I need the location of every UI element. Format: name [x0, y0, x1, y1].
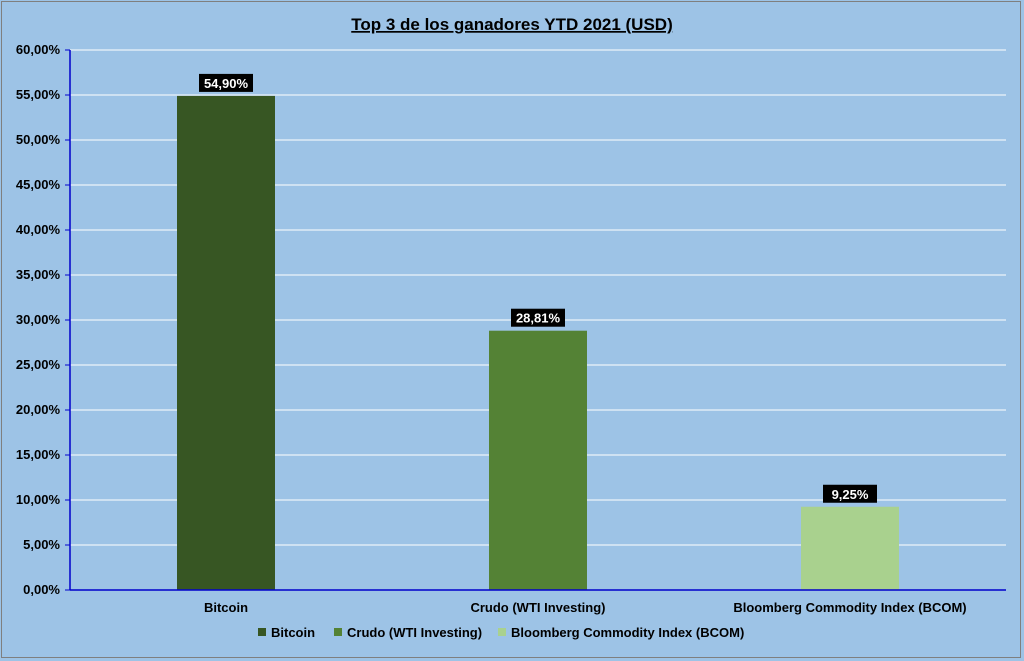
- x-category-label: Bitcoin: [204, 600, 248, 615]
- y-tick-label: 25,00%: [16, 357, 61, 372]
- bar-1: [177, 95, 275, 591]
- y-tick-label: 10,00%: [16, 492, 61, 507]
- data-label: 54,90%: [204, 76, 249, 91]
- x-axis-categories: Bitcoin Crudo (WTI Investing) Bloomberg Co…: [204, 600, 967, 615]
- axes: [69, 50, 1006, 591]
- legend-label: Bitcoin: [271, 625, 315, 640]
- y-tick-label: 45,00%: [16, 177, 61, 192]
- data-label-background: [823, 484, 877, 503]
- y-tick-label: 55,00%: [16, 87, 61, 102]
- data-label: 9,25%: [832, 487, 869, 502]
- legend-swatch: [258, 628, 266, 636]
- data-label: 28,81%: [516, 311, 561, 326]
- y-tick-label: 0,00%: [23, 582, 60, 597]
- legend-swatch: [334, 628, 342, 636]
- data-labels: 54,90% 28,81% 9,25%: [199, 73, 877, 503]
- legend: Bitcoin Crudo (WTI Investing) Bloomberg Co…: [258, 625, 744, 640]
- y-tick-label: 20,00%: [16, 402, 61, 417]
- bar-2: [489, 330, 587, 590]
- x-category-label: Bloomberg Commodity Index (BCOM): [733, 600, 966, 615]
- y-tick-label: 50,00%: [16, 132, 61, 147]
- data-label-background: [199, 73, 253, 92]
- x-category-label: Crudo (WTI Investing): [470, 600, 605, 615]
- legend-label: Crudo (WTI Investing): [347, 625, 482, 640]
- legend-label: Bloomberg Commodity Index (BCOM): [511, 625, 744, 640]
- y-tick-label: 5,00%: [23, 537, 60, 552]
- y-tick-label: 35,00%: [16, 267, 61, 282]
- bars: [177, 95, 899, 591]
- y-tick-label: 60,00%: [16, 42, 61, 57]
- bar-3: [801, 506, 899, 590]
- y-tick-label: 15,00%: [16, 447, 61, 462]
- legend-swatch: [498, 628, 506, 636]
- chart-title: Top 3 de los ganadores YTD 2021 (USD): [351, 15, 673, 34]
- y-axis-ticks: 0,00% 5,00% 10,00% 15,00% 20,00% 25,00% 30,00%…: [16, 42, 70, 597]
- y-tick-label: 40,00%: [16, 222, 61, 237]
- y-tick-label: 30,00%: [16, 312, 61, 327]
- data-label-background: [511, 308, 565, 327]
